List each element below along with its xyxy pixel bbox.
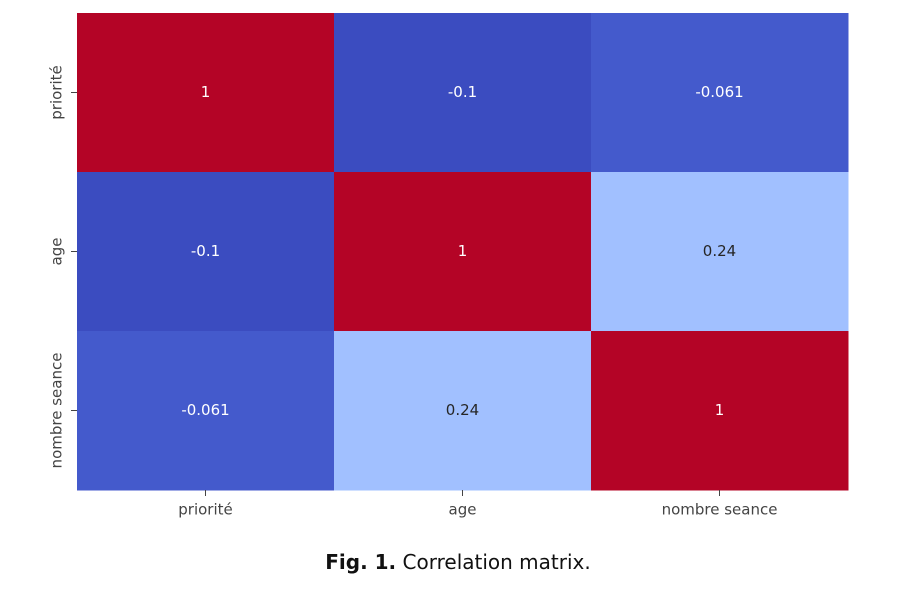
cell-label: 0.24 xyxy=(703,242,736,260)
cell-label: 1 xyxy=(458,242,468,260)
y-tick-label: priorité xyxy=(48,65,66,119)
cell xyxy=(77,331,335,491)
cell xyxy=(334,13,592,173)
cell xyxy=(334,172,592,332)
cell xyxy=(591,172,849,332)
cell-label: 1 xyxy=(715,401,725,419)
cell-label: 1 xyxy=(201,83,211,101)
caption: Fig. 1. Correlation matrix. xyxy=(325,550,590,574)
x-tick-label: age xyxy=(449,501,477,519)
x-tick-label: priorité xyxy=(178,501,232,519)
y-tick-label: nombre seance xyxy=(48,353,66,469)
cell xyxy=(77,172,335,332)
cell xyxy=(334,331,592,491)
cell-label: -0.1 xyxy=(448,83,477,101)
cell-label: -0.061 xyxy=(695,83,743,101)
caption-label: Fig. 1. xyxy=(325,550,396,574)
cell-label: 0.24 xyxy=(446,401,479,419)
cell xyxy=(77,13,335,173)
cell-label: -0.061 xyxy=(181,401,229,419)
caption-text: Correlation matrix. xyxy=(403,550,591,574)
y-tick-label: age xyxy=(48,238,66,266)
cell-label: -0.1 xyxy=(191,242,220,260)
x-tick-label: nombre seance xyxy=(662,501,778,519)
cell xyxy=(591,13,849,173)
cell xyxy=(591,331,849,491)
